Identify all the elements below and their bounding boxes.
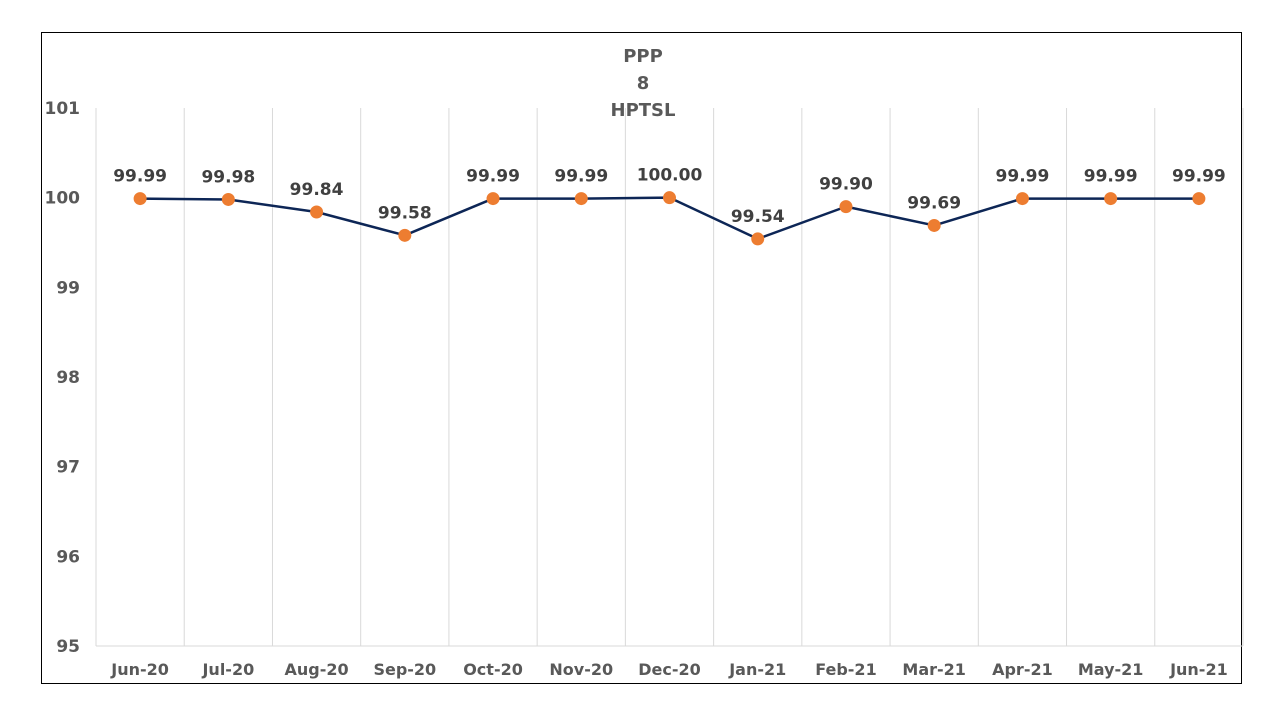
data-label: 99.99 [1172, 167, 1226, 187]
y-tick-label: 96 [56, 547, 80, 567]
data-labels-group: 99.99 99.98 99.84 99.58 99.99 99.99 100.00 99.5… [113, 166, 1226, 227]
chart-frame [41, 32, 1242, 684]
data-point [486, 192, 500, 206]
data-label: 99.99 [113, 167, 167, 187]
data-label: 99.84 [290, 180, 344, 200]
data-point [574, 192, 588, 206]
y-tick-label: 95 [56, 637, 80, 657]
chart-title-line-3: HPTSL [611, 100, 676, 121]
y-tick-label: 99 [56, 278, 80, 298]
data-point [133, 192, 147, 206]
x-tick-label: Jun-20 [110, 660, 169, 679]
data-point [1015, 192, 1029, 206]
chart-title-line-1: PPP [623, 46, 663, 67]
chart-title-line-2: 8 [637, 73, 650, 94]
y-axis-ticks: 95 96 97 98 99 100 101 [45, 99, 81, 657]
data-point [663, 191, 676, 205]
x-axis-ticks: Jun-20 Jul-20 Aug-20 Sep-20 Oct-20 Nov-20 Dec-… [110, 660, 1227, 679]
data-point [221, 192, 235, 206]
x-tick-label: Aug-20 [285, 660, 349, 679]
data-point [751, 232, 765, 246]
chart-title: PPP 8 HPTSL [611, 46, 676, 121]
y-tick-label: 101 [45, 99, 81, 119]
data-label: 99.99 [996, 167, 1050, 187]
data-label: 100.00 [637, 166, 703, 186]
data-label: 99.99 [466, 167, 520, 187]
x-tick-label: Apr-21 [992, 660, 1053, 679]
data-point [398, 228, 412, 242]
data-label: 99.69 [907, 193, 961, 213]
data-label: 99.58 [378, 203, 432, 223]
data-label: 99.99 [1084, 167, 1138, 187]
x-tick-label: Jun-21 [1169, 660, 1228, 679]
data-point [1104, 192, 1118, 206]
data-point [927, 218, 941, 232]
x-tick-label: Dec-20 [638, 660, 701, 679]
x-tick-label: Mar-21 [902, 660, 966, 679]
grid-lines [95, 108, 1244, 647]
x-tick-label: Feb-21 [815, 660, 877, 679]
data-label: 99.98 [201, 167, 255, 187]
y-tick-label: 100 [45, 189, 81, 209]
data-point [1192, 192, 1206, 206]
data-label: 99.99 [554, 167, 608, 187]
x-tick-label: Oct-20 [463, 660, 523, 679]
x-tick-label: Jan-21 [728, 660, 786, 679]
x-tick-label: Jul-20 [201, 660, 254, 679]
x-tick-label: Nov-20 [549, 660, 613, 679]
y-tick-label: 97 [56, 458, 80, 478]
x-tick-label: Sep-20 [373, 660, 436, 679]
x-tick-label: May-21 [1078, 660, 1144, 679]
data-point [310, 205, 324, 219]
data-point [839, 200, 853, 214]
y-tick-label: 98 [56, 368, 80, 388]
markers-group [133, 191, 1206, 246]
data-label: 99.54 [731, 207, 785, 227]
data-label: 99.90 [819, 175, 873, 195]
